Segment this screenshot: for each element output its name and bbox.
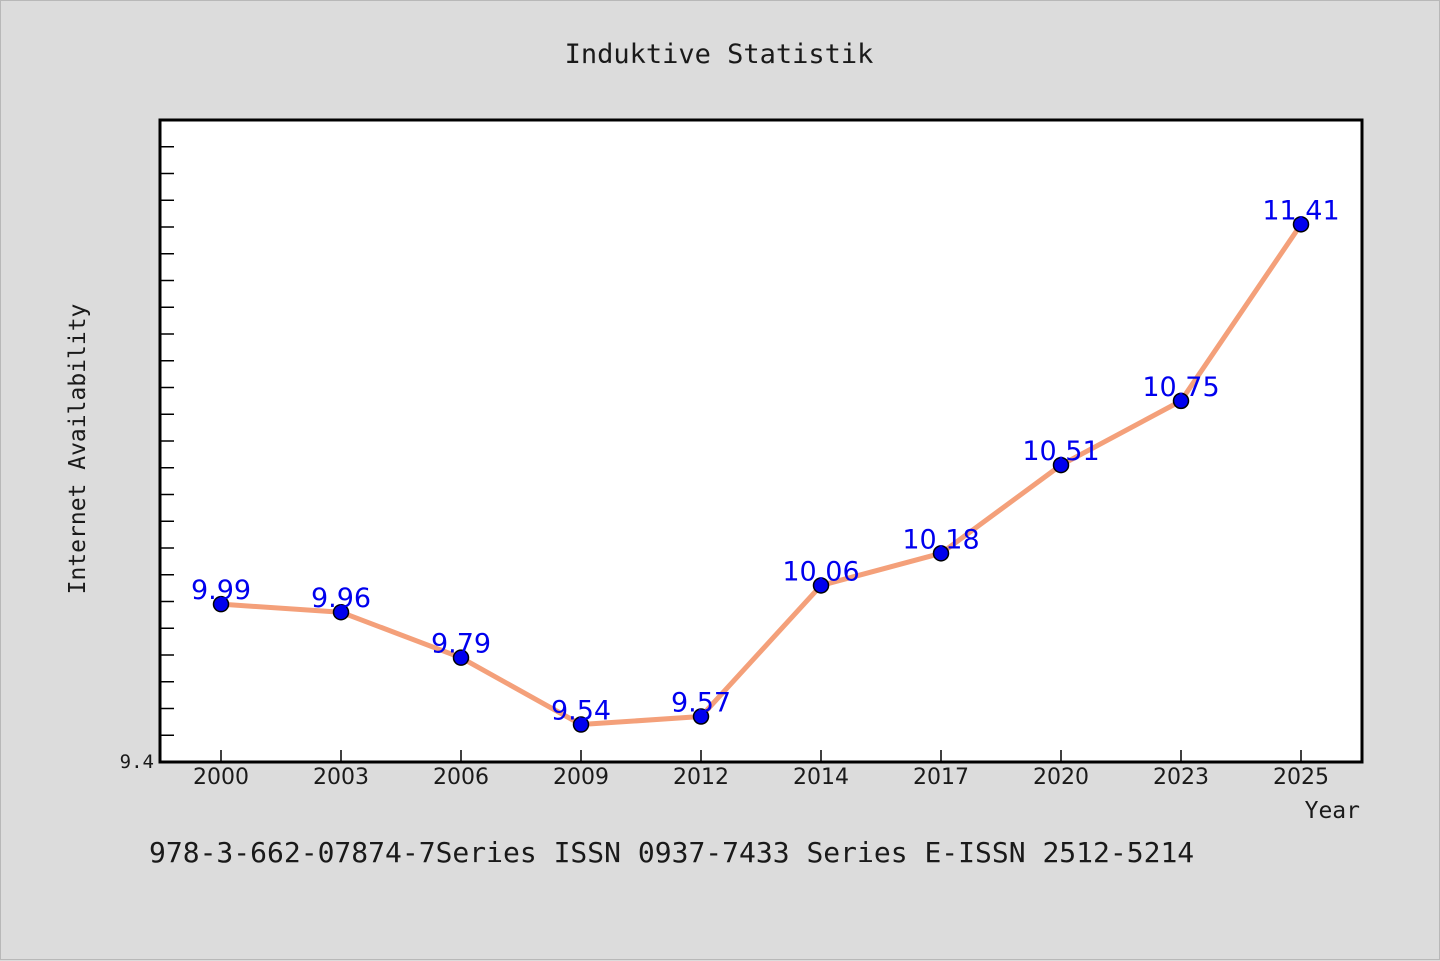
plot-area: [158, 118, 1364, 764]
x-tick-label: 2009: [553, 765, 609, 790]
chart-title: Induktive Statistik: [565, 39, 874, 70]
data-label: 10.18: [902, 524, 979, 555]
data-point: [452, 649, 470, 666]
series-layer: [212, 216, 1310, 733]
x-axis-ticks: 2000 2003 2006 2009 2012 2014 2017 2020 2023 2025: [193, 750, 1329, 790]
data-label: 10.51: [1022, 436, 1099, 467]
y-tick-label: 9.4: [120, 751, 154, 773]
x-tick-label: 2025: [1273, 765, 1329, 790]
data-point: [1172, 392, 1190, 410]
x-tick-label: 2012: [673, 765, 729, 790]
data-point: [812, 577, 830, 594]
data-label: 9.57: [671, 688, 731, 719]
data-point: [212, 595, 230, 613]
x-tick-label: 2017: [913, 765, 969, 790]
x-tick-label: 2000: [193, 765, 249, 790]
y-axis-ticks: 9.4: [120, 119, 174, 773]
x-tick-label: 2006: [433, 765, 489, 790]
x-axis-label: Year: [1305, 798, 1360, 824]
data-point: [1292, 216, 1310, 233]
data-label: 9.96: [311, 583, 371, 614]
x-tick-label: 2020: [1033, 765, 1089, 790]
footer-isbn-text: 978-3-662-07874-7Series ISSN 0937-7433 S…: [149, 836, 1194, 869]
data-point: [692, 708, 710, 725]
x-tick-label: 2014: [793, 765, 849, 790]
data-point: [572, 716, 590, 733]
x-tick-label: 2003: [313, 765, 369, 790]
series-line: [218, 221, 1304, 728]
data-label: 9.79: [431, 629, 491, 660]
data-label: 10.06: [782, 556, 859, 587]
data-point: [932, 545, 950, 562]
data-label: 11.41: [1262, 195, 1339, 226]
data-point: [332, 603, 350, 621]
data-label-layer: 9.99 9.96 9.79 9.54 9.57 10.06 10.18 10.51 10.75…: [191, 195, 1340, 726]
data-label: 9.54: [551, 696, 611, 727]
data-label: 10.75: [1142, 372, 1219, 403]
data-label: 9.99: [191, 575, 251, 606]
y-axis-label: Internet Availability: [65, 304, 91, 595]
x-tick-label: 2023: [1153, 765, 1209, 790]
data-point: [1052, 456, 1070, 474]
